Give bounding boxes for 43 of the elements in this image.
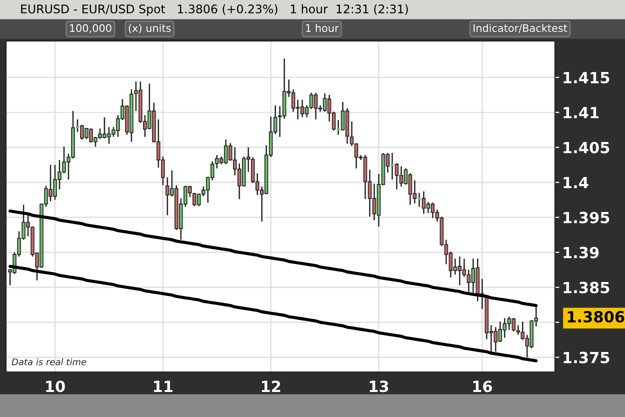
candlestick	[314, 92, 318, 120]
x-tick-label: 11	[154, 380, 172, 392]
annotation: Data is real time	[12, 358, 86, 366]
text: Indicator/Backtest	[474, 24, 568, 33]
candlestick	[408, 172, 412, 206]
candlestick	[494, 326, 498, 352]
y-tick-label: 1.41	[564, 107, 599, 118]
y-tick-label: 1.385	[564, 282, 610, 294]
line-series	[8, 210, 538, 308]
candlestick	[502, 317, 507, 338]
candlestick	[516, 324, 520, 336]
candlestick	[300, 99, 304, 118]
text: 100,000	[70, 24, 112, 34]
candlestick	[224, 139, 228, 165]
candlestick	[394, 162, 399, 190]
candlestick	[512, 317, 516, 332]
x-tick-label: 13	[370, 380, 388, 392]
y-tick-label: 1.39	[564, 246, 599, 258]
candlestick	[471, 258, 476, 294]
x-tick-label: 12	[262, 380, 280, 392]
candlestick	[507, 316, 512, 331]
y-tick-label: 1.405	[564, 142, 610, 154]
candlestick	[430, 202, 435, 219]
candlestick	[498, 320, 502, 343]
candlestick	[322, 92, 327, 112]
y-tick-label: 1.415	[564, 72, 610, 84]
candlestick	[466, 269, 471, 294]
chart-title: EURUSD - EUR/USD Spot 1.3806 (+0.23%) 1 hour 12:31 (2:31)	[21, 4, 408, 16]
candlestick	[309, 92, 314, 110]
text: 1 hour	[306, 24, 339, 32]
candlestick	[372, 183, 376, 221]
candlestick	[422, 190, 426, 214]
candlestick	[291, 88, 296, 112]
candlestick	[399, 166, 404, 188]
y-tick-label: 1.4	[564, 177, 588, 188]
y-tick-label: 1.395	[564, 212, 610, 224]
text: (x) units	[128, 24, 171, 34]
x-tick-label: 10	[46, 380, 65, 392]
x-tick-label: 16	[473, 380, 492, 392]
candlestick	[426, 201, 430, 214]
candlestick	[458, 256, 462, 286]
y-tick-label: 1.375	[564, 352, 610, 364]
text: 1.3806	[568, 310, 624, 323]
